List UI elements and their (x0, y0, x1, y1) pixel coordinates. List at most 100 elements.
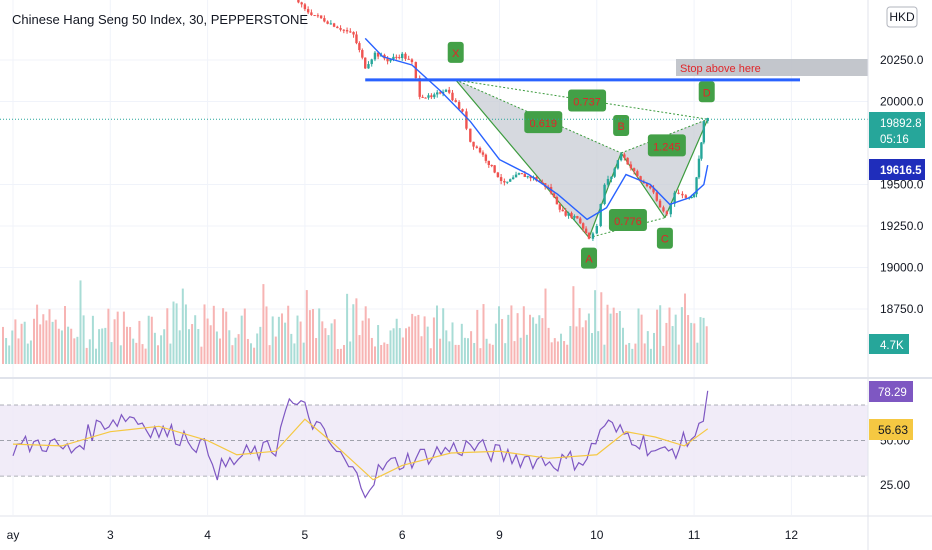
volume-bar (426, 326, 429, 364)
volume-bar (423, 316, 426, 364)
volume-bar (253, 347, 256, 364)
volume-bar (132, 338, 135, 364)
volume-bar (8, 345, 11, 364)
volume-bar (476, 309, 479, 364)
volume-bar (147, 315, 150, 364)
candle-body (451, 92, 454, 101)
volume-bar (358, 335, 361, 364)
candle-body (665, 211, 669, 215)
volume-bar (405, 328, 407, 364)
volume-bar (284, 322, 287, 364)
volume-bar (157, 345, 159, 364)
volume-badge (869, 334, 909, 354)
ratio-badge-1 (568, 89, 607, 112)
ratio-badge-3 (608, 209, 647, 232)
point-label-C: C (661, 234, 669, 246)
candle-body (484, 154, 488, 161)
currency-button[interactable] (886, 6, 918, 28)
x-tick-2: 4 (204, 528, 211, 542)
volume-bar (594, 290, 597, 364)
rsi-value-badge (869, 381, 913, 402)
candle-body (332, 23, 336, 27)
candle-body (436, 92, 439, 95)
volume-bar (575, 326, 578, 364)
volume-bar (119, 345, 122, 364)
volume-bar (436, 305, 438, 364)
volume-bar (160, 335, 163, 364)
price-tick-2: 19500.0 (880, 178, 924, 192)
volume-bar (377, 325, 380, 364)
candle-body (306, 9, 310, 13)
volume-bar (181, 288, 184, 364)
candle-body (490, 164, 493, 166)
candle-body (319, 15, 323, 19)
volume-bar (17, 338, 20, 364)
candle-body (487, 160, 490, 165)
volume-bar (467, 338, 469, 364)
candle-body (316, 15, 320, 17)
volume-bar (95, 348, 97, 364)
volume-bar (256, 333, 259, 364)
volume-bar (609, 313, 612, 364)
volume-bar (169, 343, 172, 364)
point-label-A: A (585, 254, 593, 266)
point-badge-C (656, 227, 673, 249)
volume-bar (281, 313, 283, 364)
volume-bar (191, 324, 194, 364)
volume-bar (336, 348, 339, 364)
volume-bar (671, 326, 674, 364)
harmonic-pattern[interactable]: X A B C D 0.619 0.737 1.245 0.776 (447, 41, 715, 269)
volume-bar (603, 344, 606, 364)
volume-bar (203, 304, 206, 364)
volume-bar (318, 308, 321, 364)
overlays: Stop above here (0, 37, 868, 221)
volume-bar (54, 319, 57, 364)
volume-bar (597, 331, 600, 364)
volume-bar (262, 284, 265, 364)
volume-bar (39, 324, 42, 364)
volume-bar (398, 328, 401, 364)
volume-bar (135, 342, 138, 364)
pattern-ratio-line-1 (588, 217, 666, 239)
volume-bar (696, 342, 699, 364)
volume-bar (48, 309, 51, 364)
stop-label: Stop above here (680, 63, 761, 75)
candle-body (469, 128, 472, 142)
candle-body (606, 179, 610, 185)
volume-bar (287, 305, 290, 364)
price-tick-5: 18750.0 (880, 302, 924, 316)
volume-bar (420, 336, 423, 364)
price-tick-0: 20250.0 (880, 53, 924, 67)
volume-bar (76, 336, 79, 364)
volume-bar (26, 343, 29, 364)
candlesticks (297, 0, 709, 241)
volume-bar (36, 304, 39, 364)
volume-bar (246, 338, 249, 364)
volume-bar (507, 314, 510, 364)
volume-bar (662, 345, 665, 364)
volume-bar (470, 331, 473, 364)
candle-body (395, 56, 398, 58)
volume-bar (172, 301, 175, 364)
volume-bar (82, 315, 85, 364)
volume-bar (299, 321, 302, 364)
candle-body (632, 168, 636, 172)
volume-bar (206, 318, 209, 364)
volume-bar (73, 338, 76, 364)
volume-bar (463, 337, 466, 364)
candle-body (367, 64, 370, 69)
volume-bar (339, 348, 342, 364)
candle-body (603, 184, 606, 204)
volume-bar (88, 339, 91, 364)
volume-bar (544, 288, 547, 364)
volume-bar (538, 315, 541, 364)
volume-bar (259, 326, 262, 364)
volume-bar (705, 326, 708, 364)
volume-bar (374, 346, 376, 364)
candle-body (430, 95, 433, 98)
rsi-ma-value: 56.63 (878, 423, 908, 437)
candle-body (358, 43, 361, 51)
candle-body (702, 121, 706, 143)
volume-bar (243, 308, 246, 364)
